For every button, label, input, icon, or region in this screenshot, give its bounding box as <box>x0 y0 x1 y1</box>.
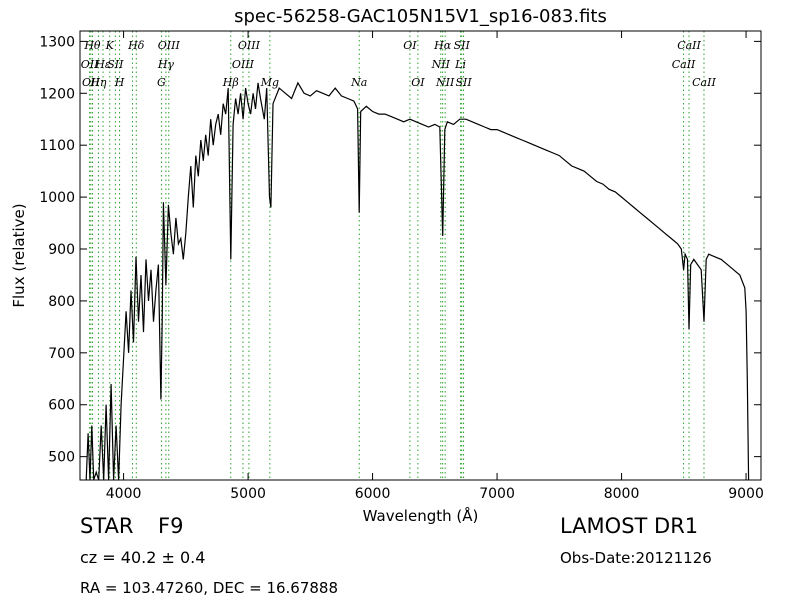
spectral-line-label: Hδ <box>127 39 145 52</box>
spectral-line-label: OIII <box>158 39 181 52</box>
spectral-line-label: Hθ <box>83 39 101 52</box>
x-tick-label: 8000 <box>604 486 640 502</box>
spectral-line-label: OIII <box>238 39 261 52</box>
object-subclass: F9 <box>158 514 184 538</box>
spectral-line-label: Hε <box>94 58 111 71</box>
x-axis-label: Wavelength (Å) <box>363 506 479 525</box>
y-tick-label: 500 <box>48 450 75 466</box>
spectral-line-label: NII <box>431 58 451 71</box>
spectral-line-label: CaII <box>677 39 701 52</box>
spectral-line-label: K <box>105 39 115 52</box>
y-tick-label: 1200 <box>39 86 75 102</box>
y-tick-label: 800 <box>48 294 75 310</box>
y-tick-label: 700 <box>48 346 75 362</box>
survey-name: LAMOST DR1 <box>560 514 699 538</box>
x-tick-label: 7000 <box>479 486 515 502</box>
spectral-line-label: OII <box>82 76 100 89</box>
plot-frame <box>79 30 762 481</box>
x-tick-label: 5000 <box>230 486 266 502</box>
spectral-line-label: Na <box>350 76 367 89</box>
spectral-line-label: SII <box>107 58 124 71</box>
spectral-line-label: Hα <box>433 39 452 52</box>
redshift-readout: cz = 40.2 ± 0.4 <box>80 548 206 567</box>
x-tick-label: 6000 <box>355 486 391 502</box>
spectral-line-label: Mg <box>260 76 279 89</box>
spectral-line-label: OII <box>81 58 99 71</box>
y-tick-label: 1000 <box>39 190 75 206</box>
spectral-line-label: SII <box>454 39 471 52</box>
y-tick-label: 600 <box>48 398 75 414</box>
spectral-line-label: Li <box>454 58 466 71</box>
coordinates: RA = 103.47260, DEC = 16.67888 <box>80 579 339 597</box>
spectral-line-label: Hβ <box>222 76 239 89</box>
chart-title: spec-56258-GAC105N15V1_sp16-083.fits <box>234 6 607 27</box>
y-tick-label: 900 <box>48 242 75 258</box>
spectral-line-label: Hη <box>89 76 107 89</box>
y-axis-label: Flux (relative) <box>10 203 28 307</box>
x-tick-label: 9000 <box>728 486 764 502</box>
spectral-line-label: NII <box>435 76 455 89</box>
obs-date: Obs-Date:20121126 <box>560 549 712 567</box>
spectral-line-label: G <box>157 76 166 89</box>
spectral-line-label: OI <box>411 76 425 89</box>
spectral-line-label: OIII <box>232 58 255 71</box>
spectral-line-label: CaII <box>672 58 696 71</box>
y-tick-label: 1300 <box>39 34 75 50</box>
spectral-line-label: OI <box>403 39 417 52</box>
spectral-line-label: Hγ <box>157 58 175 71</box>
x-tick-label: 4000 <box>106 486 142 502</box>
object-class: STAR <box>80 514 134 538</box>
spectral-line-label: SII <box>455 76 472 89</box>
axis-ticks: 4000 5000 6000 7000 8000 9000 500 600 700 800 900 1… <box>39 31 764 502</box>
y-tick-label: 1100 <box>39 138 75 154</box>
spectral-line-label: CaII <box>692 76 716 89</box>
spectral-line-label: H <box>114 76 125 89</box>
spectrum-series-line <box>85 81 750 481</box>
spectral-lines-layer <box>89 31 705 480</box>
